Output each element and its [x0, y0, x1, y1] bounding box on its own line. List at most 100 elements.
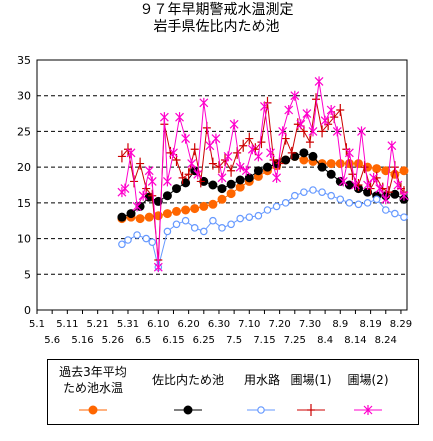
data-point-field2	[253, 151, 263, 162]
data-point-canal	[345, 199, 354, 207]
data-point-field2	[162, 176, 172, 187]
data-point-field2	[138, 190, 148, 201]
x-tick-label: 5.21	[87, 319, 109, 330]
data-point-field1	[117, 150, 126, 163]
y-tick-label: 5	[24, 268, 31, 281]
data-point-field2	[314, 76, 324, 87]
series-canal	[118, 186, 408, 271]
data-point-field2	[326, 105, 336, 115]
data-point-field2	[351, 180, 360, 190]
y-axis: 0 5 10 15 20 25 30 35	[17, 54, 31, 317]
x-tick-label: 5.16	[71, 335, 93, 346]
data-point-pond	[172, 184, 182, 194]
legend-symbol-canal	[247, 406, 275, 414]
legend-label-field2: 圃場(2)	[347, 373, 389, 387]
data-point-canal	[190, 224, 199, 232]
data-point-field2	[332, 126, 342, 137]
data-point-pond	[390, 189, 400, 199]
data-point-canal	[172, 220, 181, 229]
data-point-canal	[181, 216, 190, 225]
data-point-field2	[159, 112, 169, 123]
legend-label-canal: 用水路	[243, 373, 280, 387]
data-point-pond	[344, 180, 354, 190]
data-point-field1	[178, 171, 187, 184]
series-line-canal	[121, 189, 405, 268]
data-point-canal	[281, 199, 290, 207]
legend-marker	[257, 406, 265, 414]
x-tick-label: 7.30	[299, 319, 321, 330]
data-point-field2	[320, 115, 330, 126]
data-point-canal	[391, 209, 399, 218]
data-point-pond	[262, 162, 272, 172]
data-point-field2	[153, 262, 163, 273]
data-point-pond	[126, 209, 136, 219]
data-point-field1	[336, 104, 345, 116]
data-point-canal	[354, 200, 363, 209]
data-point-canal	[133, 231, 141, 239]
x-tick-label: 7.10	[238, 319, 260, 330]
data-point-field1	[184, 168, 193, 181]
data-point-field2	[211, 133, 221, 144]
x-tick-label: 6.30	[208, 319, 230, 330]
data-point-field2	[357, 126, 366, 137]
data-point-avg	[335, 159, 345, 169]
data-point-canal	[318, 188, 326, 196]
data-point-field1	[190, 143, 199, 156]
y-tick-label: 15	[17, 197, 31, 210]
data-point-pond	[281, 155, 291, 165]
data-point-field2	[344, 147, 354, 158]
data-point-avg	[153, 211, 163, 221]
data-point-field1	[287, 146, 296, 159]
y-tick-label: 10	[17, 233, 31, 246]
data-point-canal	[163, 227, 172, 236]
data-point-pond	[335, 176, 345, 186]
data-point-pond	[326, 169, 336, 179]
data-point-pond	[317, 162, 327, 172]
data-point-canal	[254, 211, 263, 220]
data-point-canal	[148, 238, 157, 246]
data-point-avg	[199, 201, 209, 211]
data-point-field2	[241, 165, 251, 176]
data-point-avg	[162, 209, 172, 219]
data-point-pond	[235, 175, 245, 185]
data-point-field1	[257, 136, 266, 149]
data-point-avg	[372, 164, 382, 174]
data-point-field2	[126, 147, 136, 158]
series-field2	[117, 76, 409, 273]
data-point-field2	[399, 190, 409, 201]
data-point-canal	[227, 220, 235, 229]
data-point-field1	[275, 157, 284, 170]
data-point-canal	[336, 195, 345, 204]
x-tick-label: 8.19	[359, 319, 381, 330]
data-point-pond	[299, 148, 309, 158]
data-point-field2	[132, 201, 142, 212]
data-point-field2	[278, 126, 288, 137]
data-point-field2	[296, 119, 306, 130]
data-point-avg	[144, 212, 154, 222]
series-line-field1	[121, 99, 405, 261]
legend-marker	[88, 405, 98, 415]
data-point-field2	[363, 180, 372, 190]
data-point-field2	[272, 172, 282, 183]
data-point-avg	[208, 199, 218, 209]
data-point-field2	[284, 105, 294, 115]
x-tick-label: 8.4	[317, 335, 333, 346]
legend-label-pond: 佐比内ため池	[151, 373, 224, 387]
data-point-field2	[302, 108, 312, 119]
x-tick-label: 5.11	[56, 319, 78, 330]
x-tick-label: 8.24	[375, 335, 397, 346]
data-point-field2	[369, 172, 379, 183]
x-tick-label: 7.25	[284, 335, 306, 346]
data-point-field1	[305, 136, 314, 149]
data-point-field2	[247, 144, 257, 155]
data-point-avg	[381, 166, 391, 176]
data-point-canal	[245, 213, 254, 221]
data-point-avg	[217, 194, 227, 204]
x-tick-label: 6.5	[135, 335, 151, 346]
data-point-field2	[181, 133, 191, 144]
data-point-avg	[172, 206, 182, 216]
legend-marker	[183, 405, 193, 415]
data-point-field2	[187, 158, 197, 169]
legend-label-avg: 過去3年平均 ため池水温	[59, 365, 127, 395]
data-point-field2	[205, 140, 215, 151]
